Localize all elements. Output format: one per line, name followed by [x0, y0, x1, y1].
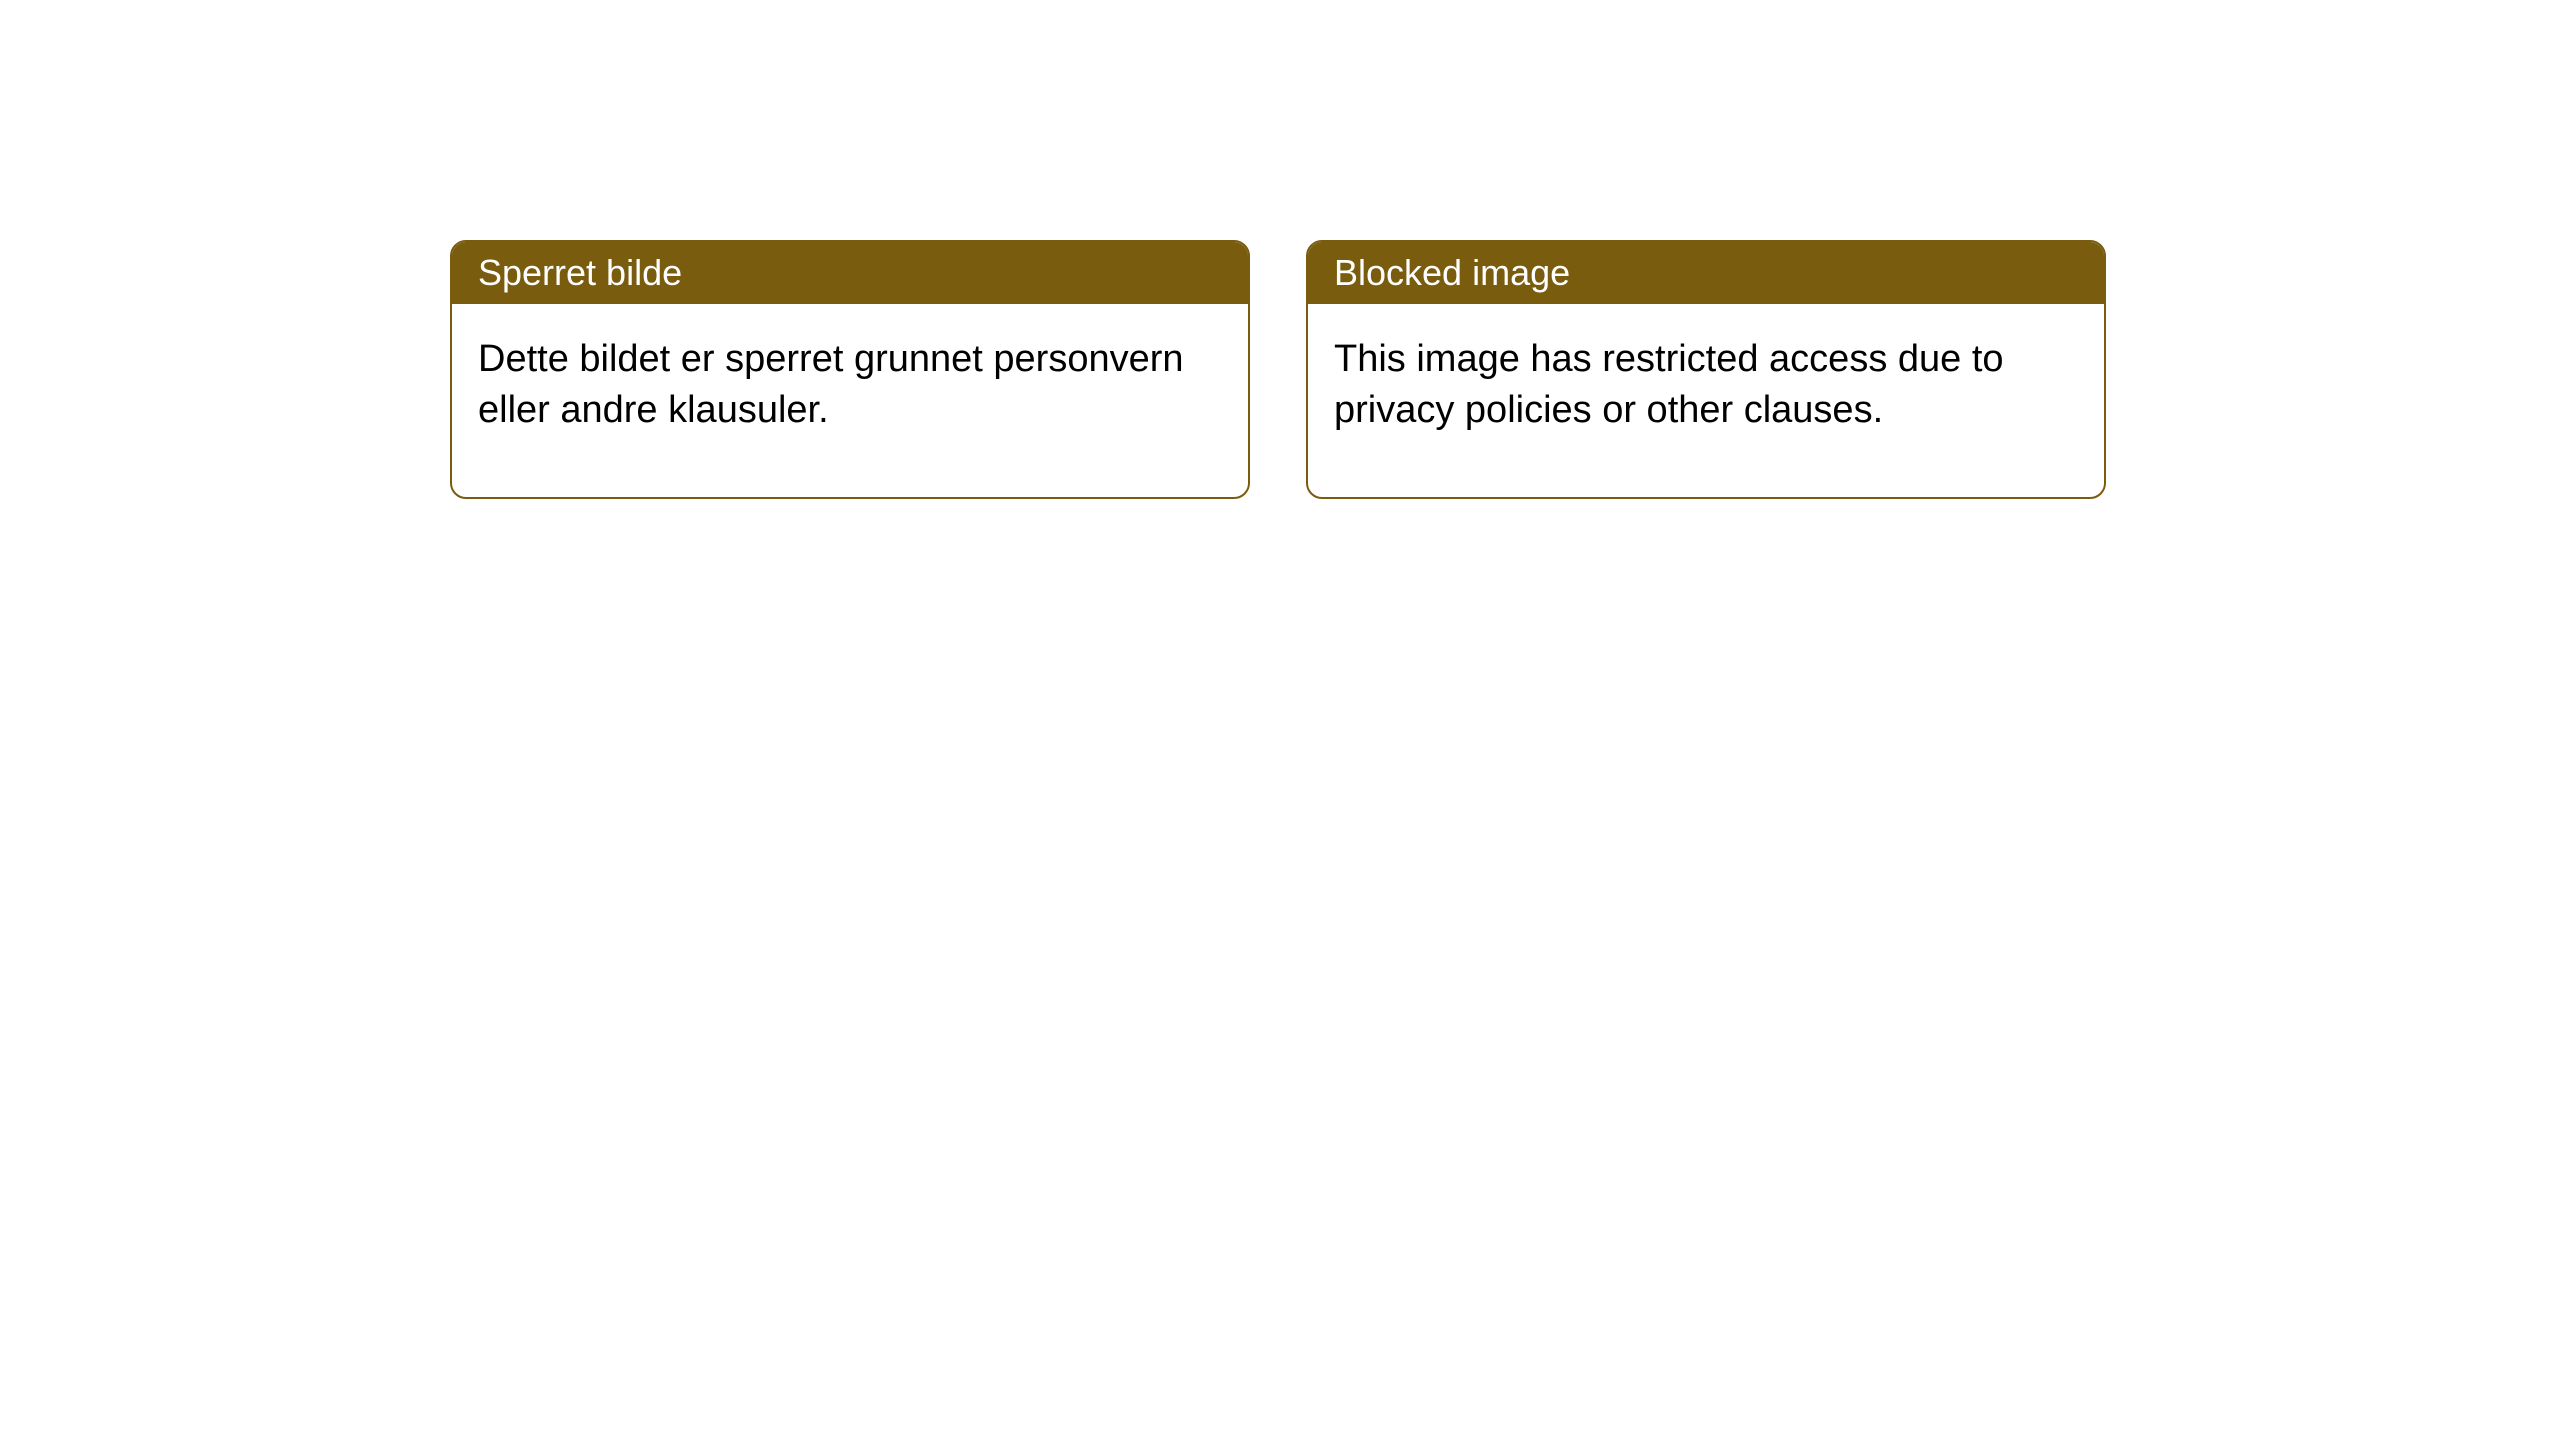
notice-card-norwegian: Sperret bilde Dette bildet er sperret gr…	[450, 240, 1250, 499]
card-body-text: This image has restricted access due to …	[1334, 338, 2004, 431]
card-header: Blocked image	[1308, 242, 2104, 304]
card-title: Blocked image	[1334, 252, 1570, 293]
card-header: Sperret bilde	[452, 242, 1248, 304]
card-body: This image has restricted access due to …	[1308, 304, 2104, 497]
notice-cards-container: Sperret bilde Dette bildet er sperret gr…	[450, 240, 2560, 499]
card-body: Dette bildet er sperret grunnet personve…	[452, 304, 1248, 497]
card-body-text: Dette bildet er sperret grunnet personve…	[478, 338, 1184, 431]
notice-card-english: Blocked image This image has restricted …	[1306, 240, 2106, 499]
card-title: Sperret bilde	[478, 252, 682, 293]
